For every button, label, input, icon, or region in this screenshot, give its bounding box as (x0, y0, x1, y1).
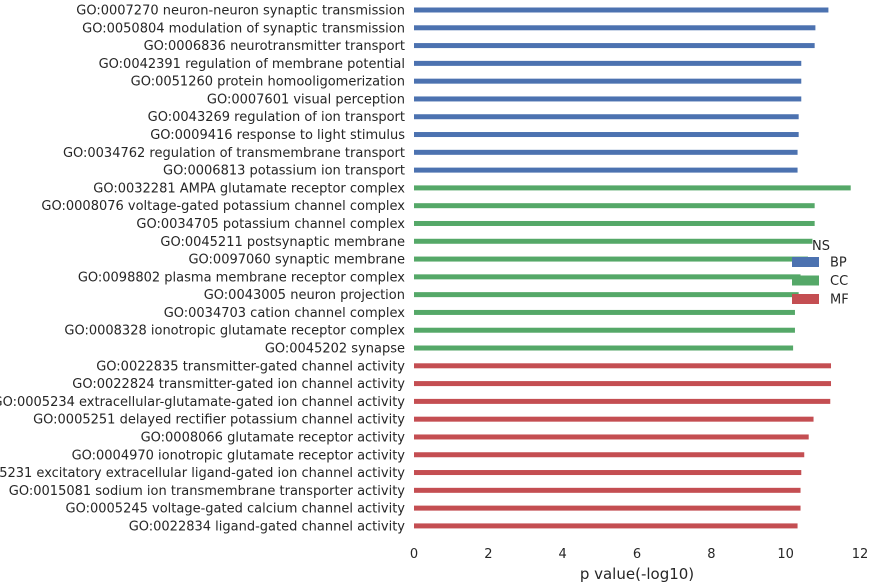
category-label: GO:0051260 protein homooligomerization (131, 75, 405, 90)
category-label: GO:0008076 voltage-gated potassium chann… (41, 199, 405, 214)
category-labels: GO:0007270 neuron-neuron synaptic transm… (0, 4, 405, 535)
bar-mf (414, 505, 801, 511)
bar-mf (414, 452, 805, 458)
category-label: GO:0006813 potassium ion transport (163, 164, 405, 179)
bar-cc (414, 185, 851, 191)
category-label: GO:0005234 extracellular-glutamate-gated… (0, 395, 405, 410)
bar-cc (414, 220, 815, 226)
category-label: GO:0032281 AMPA glutamate receptor compl… (93, 181, 405, 196)
category-label: GO:0004970 ionotropic glutamate receptor… (72, 448, 406, 463)
bar-mf (414, 470, 802, 476)
category-label: GO:0034703 cation channel complex (164, 306, 406, 321)
bar-bp (414, 7, 829, 13)
category-label: GO:0008328 ionotropic glutamate receptor… (64, 324, 405, 339)
bar-bp (414, 25, 816, 31)
x-tick-label: 2 (484, 547, 492, 562)
bar-cc (414, 256, 808, 262)
category-label: GO:0005251 delayed rectifier potassium c… (33, 413, 405, 428)
bar-cc (414, 345, 794, 351)
bar-bp (414, 132, 799, 138)
bar-cc (414, 309, 795, 315)
legend-swatch (792, 257, 819, 267)
category-label: GO:0050804 modulation of synaptic transm… (82, 21, 405, 36)
legend-title: NS (812, 239, 830, 254)
bar-bp (414, 60, 802, 66)
bar-mf (414, 434, 809, 440)
category-label: GO:0015081 sodium ion transmembrane tran… (9, 484, 405, 499)
category-label: GO:0005231 excitatory extracellular liga… (0, 466, 405, 481)
category-label: GO:0009416 response to light stimulus (150, 128, 405, 143)
bar-bp (414, 114, 799, 120)
category-label: GO:0043005 neuron projection (204, 288, 405, 303)
category-label: GO:0007270 neuron-neuron synaptic transm… (76, 4, 405, 19)
bar-cc (414, 238, 813, 244)
legend: NS BP CC MF (792, 239, 849, 308)
x-tick-label: 0 (410, 547, 418, 562)
category-label: GO:0005245 voltage-gated calcium channel… (66, 502, 406, 517)
legend-swatch (792, 294, 819, 304)
category-label: GO:0045211 postsynaptic membrane (160, 235, 405, 250)
category-label: GO:0098802 plasma membrane receptor comp… (78, 270, 405, 285)
category-label: GO:0022835 transmitter-gated channel act… (96, 359, 405, 374)
legend-swatch (792, 275, 819, 286)
bar-cc (414, 274, 801, 280)
bar-bp (414, 149, 798, 155)
bar-bp (414, 43, 815, 49)
x-tick-label: 8 (707, 547, 715, 562)
x-tick-label: 6 (633, 547, 641, 562)
bar-bp (414, 96, 802, 102)
category-label: GO:0034762 regulation of transmembrane t… (63, 146, 405, 161)
category-label: GO:0007601 visual perception (207, 92, 405, 107)
bar-cc (414, 327, 795, 333)
bar-mf (414, 523, 798, 529)
bar-mf (414, 363, 832, 369)
category-label: GO:0022834 ligand-gated channel activity (129, 519, 406, 534)
category-label: GO:0034705 potassium channel complex (136, 217, 405, 232)
category-label: GO:0022824 transmitter-gated ion channel… (72, 377, 405, 392)
x-axis-label: p value(-log10) (580, 565, 694, 583)
category-label: GO:0006836 neurotransmitter transport (144, 39, 405, 54)
bar-group (414, 7, 851, 529)
bar-bp (414, 167, 798, 173)
bar-cc (414, 292, 799, 298)
x-tick-label: 10 (777, 547, 794, 562)
bar-bp (414, 78, 802, 84)
legend-label: BP (830, 256, 847, 271)
bar-mf (414, 381, 832, 387)
category-label: GO:0097060 synaptic membrane (188, 253, 405, 268)
category-label: GO:0043269 regulation of ion transport (148, 110, 405, 125)
category-label: GO:0008066 glutamate receptor activity (141, 430, 406, 445)
x-tick-label: 12 (852, 547, 869, 562)
bar-mf (414, 398, 831, 404)
bar-mf (414, 487, 801, 493)
legend-label: CC (830, 274, 848, 289)
legend-label: MF (830, 293, 849, 308)
x-axis-ticks: 0 2 4 6 8 10 12 (410, 547, 868, 562)
category-label: GO:0042391 regulation of membrane potent… (99, 57, 405, 72)
bar-cc (414, 203, 815, 209)
category-label: GO:0045202 synapse (265, 342, 405, 357)
bar-mf (414, 416, 814, 422)
x-tick-label: 4 (559, 547, 567, 562)
